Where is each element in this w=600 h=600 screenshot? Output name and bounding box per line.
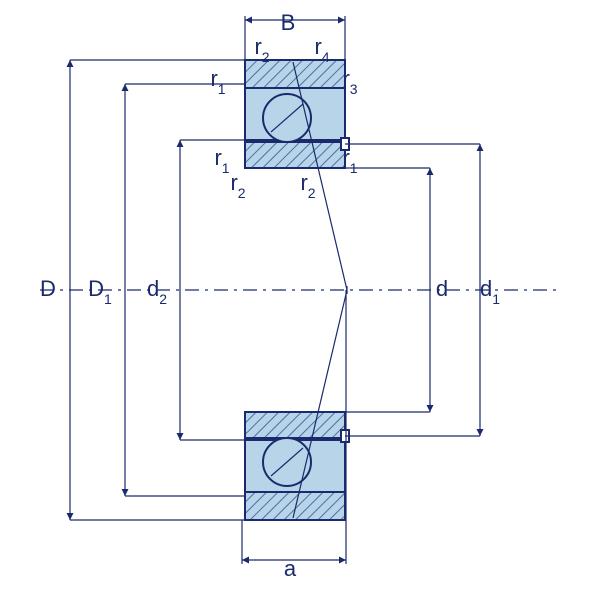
svg-text:r1: r1: [210, 66, 225, 97]
svg-text:D: D: [40, 276, 56, 301]
svg-text:r1: r1: [342, 145, 357, 176]
svg-text:d1: d1: [480, 276, 500, 307]
svg-text:r2: r2: [300, 170, 315, 201]
svg-text:B: B: [281, 10, 296, 35]
svg-text:r2: r2: [230, 170, 245, 201]
svg-text:d2: d2: [147, 276, 167, 307]
svg-text:r1: r1: [214, 145, 229, 176]
svg-text:D1: D1: [88, 276, 112, 307]
bearing-cross-section-diagram: Br2r4r1r3r1r1r2r2DD1d2dd1a: [0, 0, 600, 600]
svg-text:a: a: [284, 556, 297, 581]
svg-text:d: d: [436, 276, 448, 301]
